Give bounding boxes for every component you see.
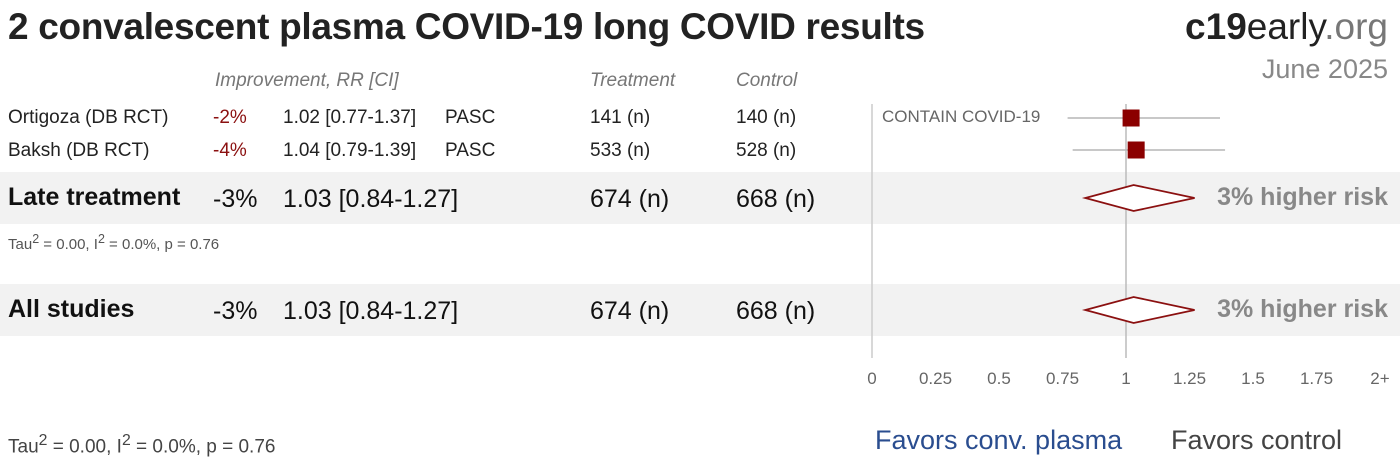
tick-label: 1.75 bbox=[1300, 369, 1333, 388]
all-treatment-n: 674 (n) bbox=[590, 297, 670, 325]
all-improvement: -3% bbox=[213, 297, 258, 325]
tick-label: 1.25 bbox=[1173, 369, 1206, 388]
late-effect-label: 3% higher risk bbox=[1217, 183, 1388, 211]
page-title: 2 convalescent plasma COVID-19 long COVI… bbox=[8, 6, 925, 47]
all-rr: 1.03 [0.84-1.27] bbox=[283, 297, 459, 325]
tick-label: 0 bbox=[867, 369, 876, 388]
tick-label: 2+ bbox=[1370, 369, 1389, 388]
all-effect-label: 3% higher risk bbox=[1217, 295, 1388, 323]
study-improvement: -2% bbox=[213, 107, 247, 128]
brand-logo[interactable]: c19early.org bbox=[1185, 6, 1388, 48]
trial-label: CONTAIN COVID-19 bbox=[882, 107, 1041, 126]
study-outcome: PASC bbox=[445, 107, 496, 128]
study-point-marker bbox=[1122, 109, 1140, 127]
brand-suffix: .org bbox=[1324, 6, 1388, 47]
late-control-n: 668 (n) bbox=[736, 185, 816, 213]
favors-control-label: Favors control bbox=[1171, 425, 1343, 455]
header-control: Control bbox=[736, 70, 798, 91]
tick-label: 1.5 bbox=[1241, 369, 1265, 388]
study-point-marker bbox=[1127, 141, 1145, 159]
late-heterogeneity-stat: Tau2 = 0.00, I2 = 0.0%, p = 0.76 bbox=[8, 232, 220, 253]
tick-label: 0.5 bbox=[987, 369, 1011, 388]
tick-label: 0.25 bbox=[919, 369, 952, 388]
late-rr: 1.03 [0.84-1.27] bbox=[283, 185, 459, 213]
study-outcome: PASC bbox=[445, 140, 496, 161]
all-control-n: 668 (n) bbox=[736, 297, 816, 325]
tick-label: 0.75 bbox=[1046, 369, 1079, 388]
study-treatment-n: 533 (n) bbox=[590, 140, 651, 161]
header-treatment: Treatment bbox=[590, 70, 676, 91]
date-label: June 2025 bbox=[1261, 54, 1388, 84]
study-control-n: 140 (n) bbox=[736, 107, 797, 128]
late-treatment-n: 674 (n) bbox=[590, 185, 670, 213]
study-improvement: -4% bbox=[213, 140, 247, 161]
header-improvement: Improvement, RR [CI] bbox=[215, 70, 399, 91]
summary-diamond bbox=[1081, 296, 1195, 324]
study-name[interactable]: Ortigoza (DB RCT) bbox=[8, 107, 169, 128]
study-name[interactable]: Baksh (DB RCT) bbox=[8, 140, 150, 161]
study-rr: 1.02 [0.77-1.37] bbox=[283, 107, 417, 128]
study-treatment-n: 141 (n) bbox=[590, 107, 651, 128]
brand-prefix: c19 bbox=[1185, 6, 1247, 47]
footer-heterogeneity-stat: Tau2 = 0.00, I2 = 0.0%, p = 0.76 bbox=[8, 432, 276, 458]
tick-label: 1 bbox=[1121, 369, 1130, 388]
study-rr: 1.04 [0.79-1.39] bbox=[283, 140, 417, 161]
brand-middle: early bbox=[1246, 6, 1325, 47]
all-studies-label: All studies bbox=[8, 295, 135, 323]
favors-treatment-label: Favors conv. plasma bbox=[875, 425, 1123, 455]
late-treatment-label: Late treatment bbox=[8, 183, 181, 211]
summary-diamond bbox=[1081, 184, 1195, 212]
late-improvement: -3% bbox=[213, 185, 258, 213]
study-control-n: 528 (n) bbox=[736, 140, 797, 161]
